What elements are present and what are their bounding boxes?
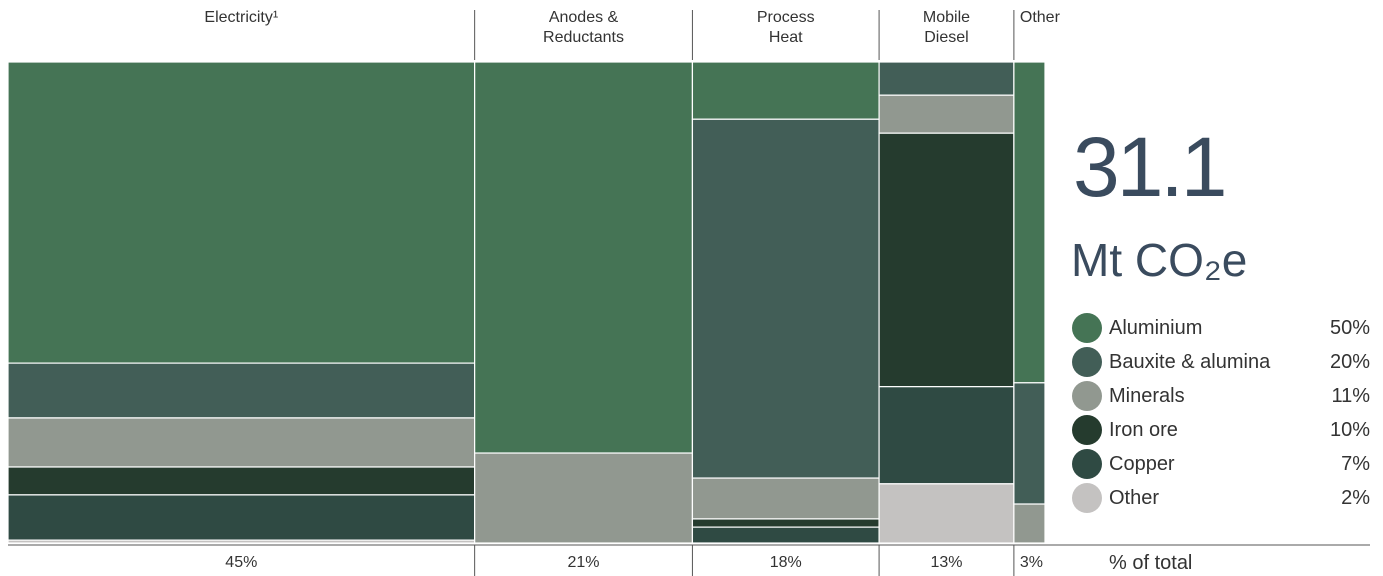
segment	[878, 61, 1015, 96]
segment	[878, 483, 1015, 544]
legend-swatch	[1072, 381, 1102, 411]
segment	[7, 539, 476, 544]
legend-share: 11%	[1331, 385, 1370, 407]
segment	[878, 94, 1015, 134]
legend-swatch	[1072, 415, 1102, 445]
column-share: 13%	[930, 554, 963, 571]
total: 31.1	[1073, 120, 1227, 214]
segment	[7, 494, 476, 541]
segment	[691, 477, 880, 520]
legend-label: Bauxite & alumina	[1109, 351, 1271, 373]
segment	[1013, 61, 1046, 384]
segment	[7, 466, 476, 496]
segment	[691, 518, 880, 528]
column-header: Other	[1019, 9, 1060, 26]
legend-share: 50%	[1329, 317, 1370, 339]
legend-swatch	[1072, 449, 1102, 479]
column-share: 45%	[225, 554, 258, 571]
segment	[474, 452, 694, 544]
legend-label: Copper	[1109, 453, 1175, 475]
column-share: 3%	[1019, 554, 1043, 571]
segment	[691, 61, 880, 120]
legend-share: 2%	[1341, 487, 1370, 509]
column-header: Process Heat	[756, 9, 815, 46]
segment	[878, 132, 1015, 388]
legend-label: Other	[1109, 487, 1160, 509]
axis-label: % of total	[1109, 552, 1193, 574]
legend-share: 20%	[1329, 351, 1370, 373]
column-header: Electricity¹	[204, 9, 279, 26]
column-header: Mobile Diesel	[922, 9, 971, 46]
segment	[1013, 382, 1046, 505]
column-header: Anodes & Reductants	[543, 9, 624, 46]
legend-label: Minerals	[1109, 385, 1185, 407]
segment	[7, 61, 476, 364]
segment	[474, 61, 694, 454]
segment	[691, 526, 880, 544]
legend-swatch	[1072, 313, 1102, 343]
legend-label: Aluminium	[1109, 317, 1203, 339]
legend-swatch	[1072, 483, 1102, 513]
legend-label: Iron ore	[1109, 419, 1178, 441]
unit: Mt CO₂e	[1071, 234, 1248, 286]
segment	[7, 417, 476, 468]
legend-share: 7%	[1341, 453, 1370, 475]
column-share: 21%	[567, 554, 600, 571]
column-share: 18%	[769, 554, 802, 571]
segment	[1013, 503, 1046, 544]
legend-share: 10%	[1329, 419, 1370, 441]
legend-swatch	[1072, 347, 1102, 377]
segment	[878, 386, 1015, 485]
segment	[691, 118, 880, 479]
segment	[7, 362, 476, 419]
